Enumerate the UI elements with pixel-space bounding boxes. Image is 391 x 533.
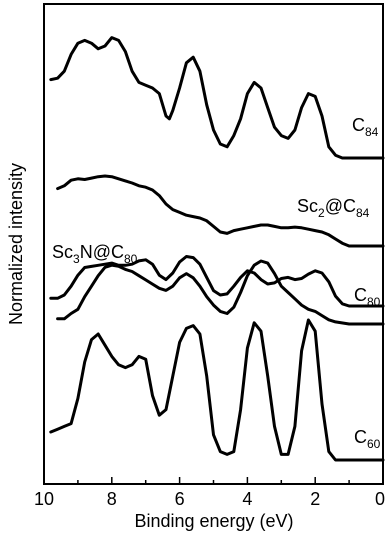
x-tick-label: 8 (107, 489, 117, 509)
x-tick-label: 4 (242, 489, 252, 509)
series-label-main: Sc (52, 242, 73, 262)
series-label-sub: 84 (365, 125, 379, 139)
series-label-sub: 84 (356, 206, 370, 220)
series-label-rest: N@C (80, 242, 124, 262)
x-tick-label: 2 (310, 489, 320, 509)
series-label: C80 (354, 285, 381, 309)
series-line (56, 174, 385, 248)
y-axis-label: Normalized intensity (6, 163, 26, 325)
series-label-main: Sc (297, 196, 318, 216)
series-group (49, 36, 385, 462)
series-line (49, 255, 385, 308)
x-tick-label: 0 (375, 489, 385, 509)
series-label: Sc3N@C80 (52, 242, 138, 266)
series-label-sub: 80 (124, 252, 138, 266)
series-label-sub: 3 (73, 252, 80, 266)
series-label-sub: 80 (367, 295, 381, 309)
series-label-main: C (352, 115, 365, 135)
x-axis-label: Binding energy (eV) (134, 511, 293, 531)
series-label: C60 (354, 427, 381, 451)
series-label: Sc2@C84 (297, 196, 370, 220)
series-label-sub: 2 (318, 206, 325, 220)
series-line (49, 318, 385, 462)
series-label-sub: 60 (367, 437, 381, 451)
x-tick-label: 10 (34, 489, 54, 509)
series-label-rest: @C (325, 196, 356, 216)
x-tick-label: 6 (175, 489, 185, 509)
series-label-main: C (354, 427, 367, 447)
series-label: C84 (352, 115, 379, 139)
x-ticks: 10 8 6 4 2 0 (34, 477, 385, 509)
series-line (56, 259, 385, 326)
series-line (49, 36, 385, 160)
series-label-main: C (354, 285, 367, 305)
